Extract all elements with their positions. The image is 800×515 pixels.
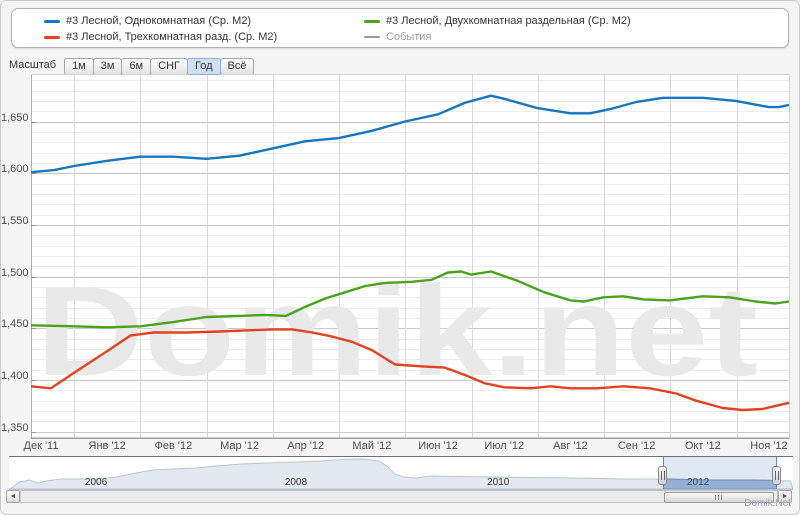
legend-item-1[interactable]: #3 Лесной, Однокомнатная (Ср. М2)	[44, 13, 277, 29]
navigator[interactable]: 2006 2008 2010 2012	[8, 456, 794, 490]
x-tick-label: Фев '12	[154, 440, 193, 452]
navigator-year-label: 2012	[687, 477, 710, 488]
x-tick-label: Янв '12	[88, 440, 126, 452]
y-tick-label: 1,600	[1, 163, 29, 176]
navigator-year-label: 2010	[487, 477, 510, 488]
range-button-СНГ[interactable]: СНГ	[150, 57, 188, 75]
x-tick-label: Авг '12	[553, 440, 588, 452]
handle-grip-icon	[775, 471, 780, 480]
range-toolbar: Масштаб 1м 3м 6м СНГ Год Всё	[9, 56, 255, 75]
legend-column-1: #3 Лесной, Однокомнатная (Ср. М2) #3 Лесн…	[44, 13, 277, 45]
legend-item-label: #3 Лесной, Однокомнатная (Ср. М2)	[66, 15, 252, 27]
legend-marker-icon	[44, 19, 60, 23]
legend: #3 Лесной, Однокомнатная (Ср. М2) #3 Лесн…	[11, 8, 789, 48]
legend-column-2: #3 Лесной, Двухкомнатная раздельная (Ср.…	[364, 13, 631, 45]
series-line	[31, 270, 789, 329]
scrollbar-left-arrow[interactable]: ◄	[6, 490, 20, 503]
range-button-Всё[interactable]: Всё	[219, 57, 255, 75]
x-tick-label: Июл '12	[484, 440, 525, 452]
range-buttons: 1м 3м 6м СНГ Год Всё	[64, 56, 255, 75]
scrollbar-right-arrow[interactable]: ►	[778, 490, 792, 503]
scrollbar-thumb[interactable]	[664, 492, 775, 503]
handle-grip-icon	[661, 471, 666, 480]
navigator-area-chart	[8, 458, 794, 490]
x-tick-label: Май '12	[352, 440, 392, 452]
legend-item-label: #3 Лесной, Двухкомнатная раздельная (Ср.…	[386, 15, 631, 27]
y-tick-label: 1,550	[1, 214, 29, 227]
y-tick-label: 1,400	[1, 370, 29, 383]
range-toolbar-label: Масштаб	[9, 59, 57, 71]
range-button-6м[interactable]: 6м	[121, 57, 152, 75]
navigator-year-label: 2008	[284, 477, 308, 488]
x-tick-label: Апр '12	[287, 440, 325, 452]
right-arrow-icon: ►	[781, 493, 789, 500]
series-line	[31, 94, 789, 174]
legend-marker-icon	[44, 35, 60, 39]
navigator-selected-range[interactable]	[662, 457, 777, 489]
y-tick-label: 1,350	[1, 421, 29, 434]
x-tick-label: Июн '12	[418, 440, 458, 452]
x-tick-label: Дек '11	[23, 440, 59, 452]
legend-marker-icon	[364, 36, 380, 38]
series-line	[31, 328, 789, 412]
plot-area: Domik.net	[31, 74, 790, 439]
navigator-right-handle[interactable]	[772, 466, 782, 485]
series-layer	[31, 94, 789, 412]
gridlines-layer	[31, 75, 789, 439]
x-tick-label: Мар '12	[220, 440, 259, 452]
x-tick-label: Ноя '12	[750, 440, 788, 452]
thumb-grip-icon	[715, 495, 724, 500]
legend-marker-icon	[364, 19, 380, 23]
legend-item-label: #3 Лесной, Трехкомнатная разд. (Ср. М2)	[66, 31, 278, 43]
legend-item-2[interactable]: #3 Лесной, Трехкомнатная разд. (Ср. М2)	[44, 29, 277, 45]
y-tick-label: 1,450	[1, 318, 29, 331]
legend-item-label: События	[386, 31, 432, 43]
legend-item-3[interactable]: #3 Лесной, Двухкомнатная раздельная (Ср.…	[364, 13, 631, 29]
left-arrow-icon: ◄	[9, 493, 17, 500]
range-button-Год[interactable]: Год	[186, 57, 221, 75]
x-tick-label: Сен '12	[617, 440, 656, 452]
scrollbar-track[interactable]	[20, 490, 778, 503]
y-tick-label: 1,650	[1, 111, 29, 124]
brand-label: Domik.Net	[744, 498, 791, 509]
navigator-year-label: 2006	[84, 477, 108, 488]
range-button-1м[interactable]: 1м	[64, 57, 94, 75]
navigator-left-handle[interactable]	[658, 466, 668, 485]
range-button-3м[interactable]: 3м	[92, 57, 123, 75]
y-tick-label: 1,500	[1, 266, 29, 279]
x-tick-label: Окт '12	[684, 440, 721, 452]
legend-item-4[interactable]: События	[364, 29, 631, 45]
